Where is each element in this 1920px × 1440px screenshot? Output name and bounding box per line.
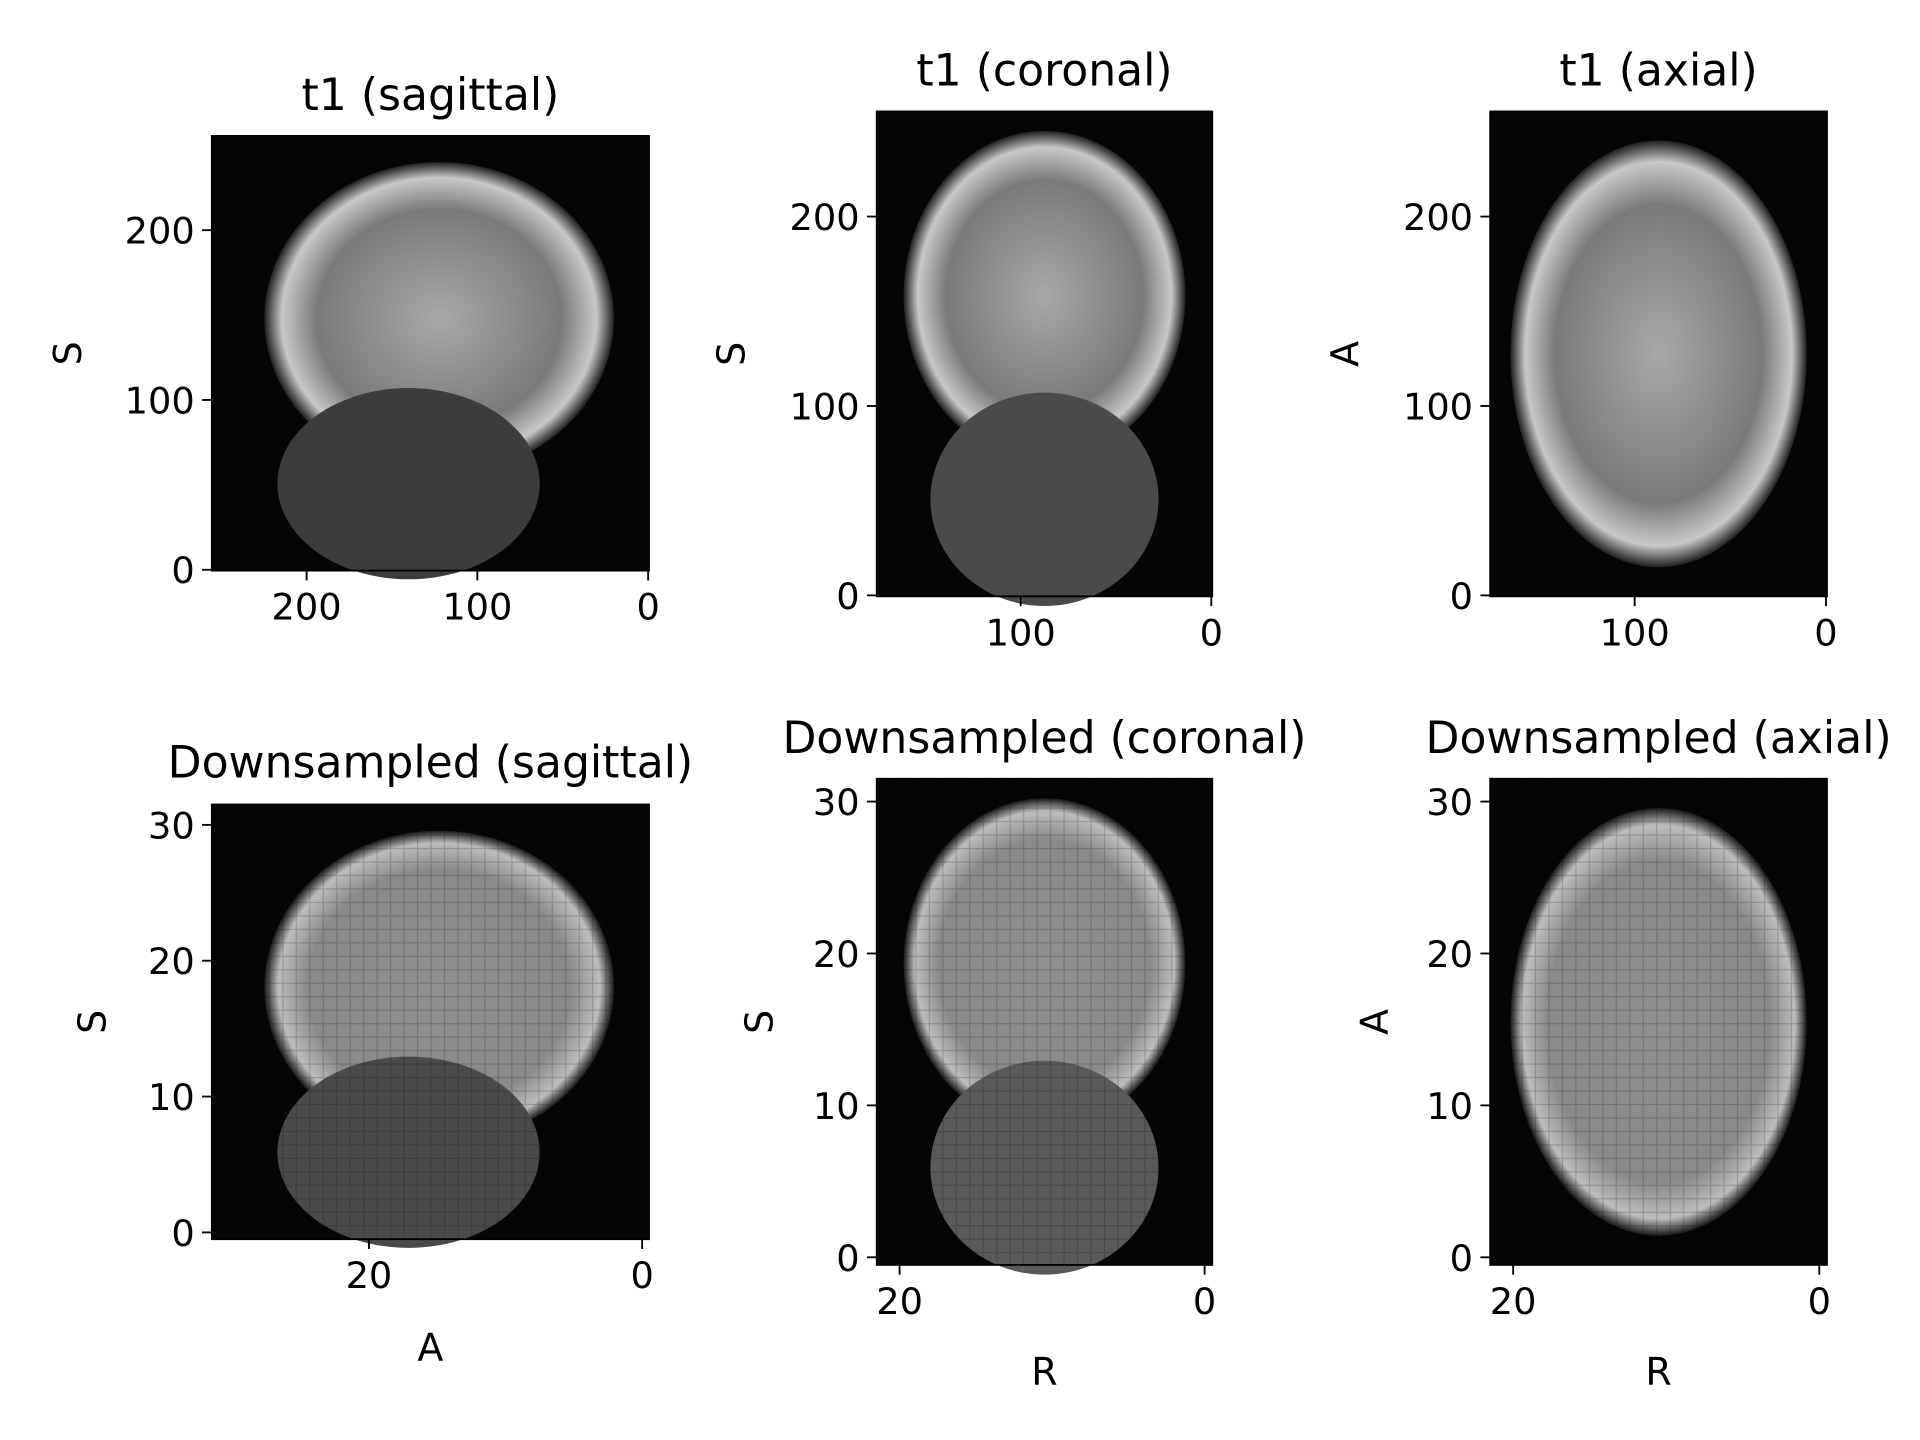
subplot: 100 0 0 100 200 t1 (axial) A [1323,46,1838,655]
x-tick-label: 0 [1193,1280,1216,1323]
y-tick-label: 30 [813,781,860,824]
y-tick-label: 100 [789,385,859,428]
y-tick-label: 20 [1426,933,1473,976]
image-pixels [1490,778,1827,1265]
y-tick-label: 200 [789,196,859,239]
y-axis-label: A [1323,341,1367,367]
y-tick-label: 0 [171,549,194,592]
y-tick-label: 30 [1426,781,1473,824]
x-tick-label: 0 [630,1254,653,1297]
x-axis-label: R [1645,1350,1671,1394]
subplot: 200 100 0 0 100 200 t1 (sagittal) S [46,70,660,628]
x-tick-label: 20 [1490,1280,1537,1323]
axes-frame [1489,110,1828,598]
image-neck [930,392,1159,607]
y-tick-label: 20 [813,933,860,976]
subplot-title: t1 (sagittal) [302,70,560,121]
x-tick-label: 0 [1808,1280,1831,1323]
image-pixels [876,778,1213,1265]
x-axis-label: R [1031,1350,1057,1394]
subplot: 20 0 0 10 20 30 Downsampled (axial) A R [1352,713,1891,1394]
x-tick-label: 0 [1814,611,1837,654]
x-axis-label: A [417,1325,443,1369]
x-tick-label: 100 [1600,611,1670,654]
y-axis-label: S [46,341,90,365]
y-tick-label: 200 [125,210,195,253]
y-tick-label: 0 [1450,1237,1473,1280]
subplot: 100 0 0 100 200 t1 (coronal) S [709,46,1222,655]
subplot: 20 0 0 10 20 30 Downsampled (coronal) S R [738,713,1307,1394]
image-head [1510,140,1807,568]
y-tick-label: 0 [171,1212,194,1255]
subplot-title: Downsampled (axial) [1426,713,1892,764]
image-head [903,130,1186,461]
y-tick-label: 0 [836,575,859,618]
y-axis-label: S [70,1010,114,1034]
y-tick-label: 20 [148,940,195,983]
y-tick-label: 0 [836,1237,859,1280]
subplot-title: t1 (axial) [1559,46,1757,97]
y-tick-label: 0 [1450,575,1473,618]
x-tick-label: 100 [442,586,512,629]
x-tick-label: 20 [346,1254,393,1297]
axes-frame [1489,777,1828,1266]
image-pixels [211,804,649,1240]
y-axis-label: S [738,1010,782,1034]
x-tick-label: 0 [636,586,659,629]
axes-frame [210,135,650,572]
x-tick-label: 20 [876,1280,923,1323]
y-tick-label: 100 [1403,385,1473,428]
y-tick-label: 30 [148,804,195,847]
y-axis-label: A [1352,1009,1396,1035]
subplot-title: Downsampled (coronal) [782,713,1306,764]
axes-frame [210,803,650,1241]
subplot-title: t1 (coronal) [916,46,1172,97]
y-axis-label: S [709,342,753,366]
axes-frame [875,777,1214,1266]
axes-frame [875,110,1214,598]
y-tick-label: 100 [125,379,195,422]
y-tick-label: 10 [813,1085,860,1128]
x-tick-label: 100 [986,611,1056,654]
image-head [264,162,615,475]
subplot-title: Downsampled (sagittal) [168,738,694,789]
subplot: 20 0 0 10 20 30 Downsampled (sagittal) S A [70,738,693,1370]
y-tick-label: 10 [148,1076,195,1119]
y-tick-label: 200 [1403,196,1473,239]
image-neck [277,388,540,580]
x-tick-label: 0 [1200,611,1223,654]
x-tick-label: 200 [272,586,342,629]
y-tick-label: 10 [1426,1085,1473,1128]
